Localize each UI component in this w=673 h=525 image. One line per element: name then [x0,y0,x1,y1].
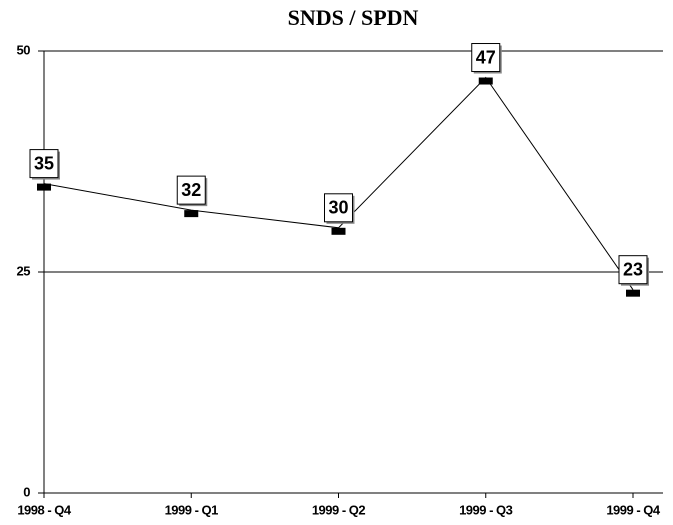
y-tick-label: 0 [23,484,30,499]
x-tick-label: 1999 - Q1 [165,502,219,517]
line [43,76,634,290]
marker [626,289,640,297]
marker [184,210,199,218]
y-tick-label: 50 [17,42,31,57]
value-label: 35 [34,153,54,173]
marker [331,227,346,235]
chart-title: SNDS / SPDN [288,5,419,30]
label-box [29,149,59,179]
value-label: 47 [476,47,496,67]
value-label: 32 [181,180,201,200]
label-box [471,43,501,73]
x-tick-label: 1999 - Q2 [312,502,366,517]
marker [37,183,51,191]
label-box [324,193,353,223]
value-label: 30 [328,198,348,218]
x-tick-label: 1999 - Q3 [459,502,513,517]
y-tick-label: 25 [17,263,31,278]
x-tick-label: 1999 - Q4 [606,502,661,517]
value-label: 23 [623,259,643,279]
label-box [176,175,206,205]
x-tick-label: 1998 - Q4 [17,502,72,517]
marker [478,77,493,85]
label-box [618,255,648,285]
